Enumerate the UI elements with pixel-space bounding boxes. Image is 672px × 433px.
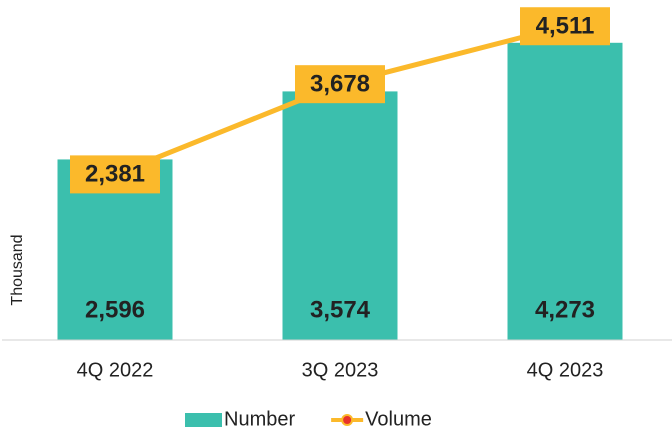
line-value-label: 2,381 <box>85 161 145 188</box>
bar-value-label: 3,574 <box>310 296 371 323</box>
line-value-label: 3,678 <box>310 71 370 98</box>
bar-value-label: 4,273 <box>535 296 595 323</box>
bar <box>282 91 398 340</box>
y-axis-label: Thousand <box>9 234 26 305</box>
x-tick-label: 4Q 2022 <box>77 359 154 381</box>
legend-marker <box>341 414 354 426</box>
legend-label: Number <box>224 408 295 430</box>
bar-value-label: 2,596 <box>85 296 145 323</box>
legend-swatch <box>185 413 222 427</box>
legend-label: Volume <box>365 408 432 430</box>
labels: 2,596 3,574 4,273 2,381 3,678 4,511 <box>70 7 610 323</box>
line-value-box <box>520 7 610 46</box>
line-value-label: 4,511 <box>536 13 595 40</box>
line-value-box <box>70 155 160 194</box>
line-value-box <box>295 65 385 104</box>
bar <box>507 42 623 340</box>
x-tick-label: 4Q 2023 <box>527 359 604 381</box>
x-tick-label: 3Q 2023 <box>302 359 379 381</box>
